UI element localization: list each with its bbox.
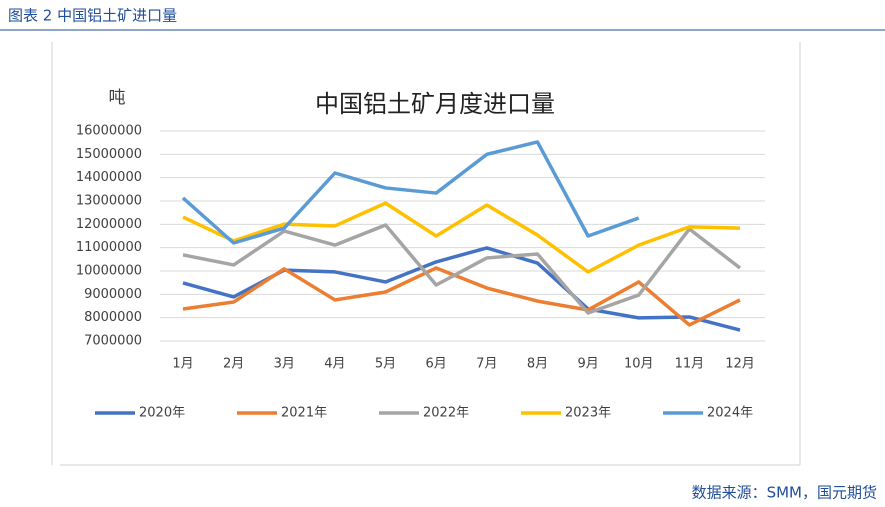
x-tick-label: 11月	[675, 357, 705, 372]
y-tick-label: 12000000	[76, 217, 142, 232]
x-tick-label: 7月	[476, 357, 497, 372]
y-tick-label: 16000000	[76, 124, 142, 139]
series-line	[181, 140, 640, 245]
y-label: 吨	[109, 88, 126, 108]
x-tick-label: 3月	[274, 357, 295, 372]
series-line	[182, 266, 741, 327]
x-tick-label: 4月	[324, 357, 345, 372]
legend-label: 2020年	[139, 406, 185, 421]
y-tick-label: 15000000	[76, 147, 142, 162]
x-tick-label: 9月	[577, 357, 598, 372]
caption: 图表 2 中国铝土矿进口量	[8, 7, 177, 25]
x-tick-label: 12月	[725, 357, 755, 372]
y-tick-label: 14000000	[76, 170, 142, 185]
x-tick-label: 5月	[375, 357, 396, 372]
x-tick-label: 10月	[624, 357, 654, 372]
frame	[51, 42, 801, 466]
legend-label: 2021年	[281, 406, 327, 421]
y-tick-label: 7000000	[84, 334, 142, 349]
y-tick-label: 8000000	[84, 310, 142, 325]
y-tick-label: 10000000	[76, 264, 142, 279]
chart-title: 中国铝土矿月度进口量	[315, 90, 555, 118]
y-tick-label: 11000000	[76, 240, 142, 255]
legend-label: 2022年	[423, 406, 469, 421]
x-tick-label: 6月	[426, 357, 447, 372]
x-tick-label: 8月	[527, 357, 548, 372]
legend-label: 2023年	[565, 406, 611, 421]
source: 数据来源：SMM，国元期货	[692, 484, 877, 502]
series-line	[182, 201, 741, 274]
y-tick-label: 9000000	[84, 287, 142, 302]
series-line	[182, 223, 742, 315]
x-tick-label: 2月	[223, 357, 244, 372]
y-tick-label: 13000000	[76, 194, 142, 209]
legend-label: 2024年	[707, 406, 753, 421]
x-tick-label: 1月	[172, 357, 193, 372]
